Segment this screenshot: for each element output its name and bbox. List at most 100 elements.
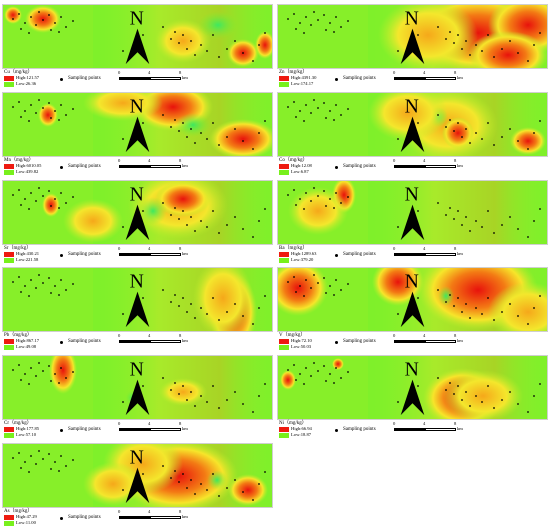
element-unit-label: Pb（mg/kg） xyxy=(4,333,33,338)
sampling-point xyxy=(12,106,14,108)
map-legend: Ba（mg/kg） High:1289.63 Low:379.20 Sampli… xyxy=(277,246,548,266)
sampling-point xyxy=(58,382,60,384)
sampling-point xyxy=(305,367,307,369)
scale-tick-8: 8 xyxy=(179,246,182,251)
sampling-point xyxy=(293,276,295,278)
low-color-swatch xyxy=(4,258,14,263)
sampling-point xyxy=(303,120,305,122)
north-arrow-icon: N xyxy=(400,359,425,416)
map-legend: Cr（mg/kg） High:177.85 Low:57.10 Sampling… xyxy=(2,421,273,441)
sampling-point xyxy=(12,369,14,371)
high-color-swatch xyxy=(4,339,14,344)
map-legend: As（mg/kg） High:47.29 Low:11.00 Sampling … xyxy=(2,509,273,529)
sampling-point xyxy=(35,463,37,465)
sampling-point xyxy=(24,22,26,24)
sampling-point xyxy=(234,303,236,305)
sampling-point xyxy=(200,395,202,397)
sampling-point xyxy=(437,377,439,379)
sampling-point xyxy=(449,207,451,209)
sampling-point xyxy=(226,311,228,313)
sampling-point xyxy=(60,16,62,18)
sampling-point xyxy=(329,22,331,24)
sampling-point xyxy=(325,29,327,31)
low-value-label: Low:57.10 xyxy=(16,432,37,437)
sampling-point xyxy=(162,465,164,467)
sampling-point xyxy=(509,40,511,42)
sampling-point xyxy=(200,483,202,485)
scale-segment-white xyxy=(150,253,181,256)
low-color-swatch xyxy=(279,170,289,175)
sampling-point xyxy=(30,192,32,194)
sampling-point-symbol-icon xyxy=(60,517,63,520)
sampling-point xyxy=(35,287,37,289)
map-panel: N Cu（mg/kg） High:121.57 Low:26.36 Sampli… xyxy=(2,4,273,90)
sampling-point xyxy=(509,303,511,305)
low-value-label: Low:26.36 xyxy=(16,81,37,86)
sampling-point xyxy=(242,228,244,230)
sampling-point xyxy=(18,101,20,103)
sampling-point xyxy=(170,477,172,479)
sampling-point xyxy=(178,393,180,395)
sampling-point xyxy=(347,108,349,110)
scale-tick-8: 8 xyxy=(179,509,182,514)
interpolation-map: N xyxy=(277,355,548,420)
sampling-point xyxy=(453,130,455,132)
sampling-point xyxy=(347,20,349,22)
sampling-point xyxy=(234,479,236,481)
sampling-point xyxy=(162,377,164,379)
sampling-point xyxy=(310,287,312,289)
map-panel: N Zn（mg/kg） High:4391.30 Low:174.17 Samp… xyxy=(277,4,548,90)
sampling-point xyxy=(317,107,319,109)
sampling-points-label: Sampling points xyxy=(343,76,376,81)
north-arrow-icon: N xyxy=(400,184,425,241)
sampling-point xyxy=(72,196,74,198)
sampling-point xyxy=(329,373,331,375)
sampling-point xyxy=(212,34,214,36)
sampling-point xyxy=(234,391,236,393)
sampling-point xyxy=(461,48,463,50)
sampling-point xyxy=(54,110,56,112)
sampling-point xyxy=(190,40,192,42)
sampling-point xyxy=(340,114,342,116)
sampling-point xyxy=(287,194,289,196)
sampling-point xyxy=(54,285,56,287)
sampling-point xyxy=(453,305,455,307)
scale-segment-black xyxy=(119,253,150,256)
sampling-point xyxy=(487,297,489,299)
sampling-point xyxy=(293,13,295,15)
svg-text:N: N xyxy=(130,184,144,206)
sampling-point xyxy=(206,489,208,491)
sampling-point xyxy=(242,52,244,54)
map-panel: N Co（mg/kg） High:12.08 Low:6.87 Sampling… xyxy=(277,92,548,178)
sampling-point xyxy=(12,18,14,20)
sampling-point xyxy=(218,495,220,497)
sampling-point xyxy=(142,385,144,387)
sampling-point xyxy=(186,399,188,401)
sampling-point xyxy=(48,102,50,104)
sampling-point xyxy=(437,26,439,28)
sampling-point xyxy=(35,112,37,114)
sampling-point xyxy=(212,122,214,124)
sampling-point xyxy=(242,491,244,493)
sampling-point xyxy=(323,102,325,104)
sampling-point xyxy=(50,468,52,470)
sampling-point xyxy=(264,383,266,385)
sampling-point xyxy=(340,289,342,291)
map-legend: Ni（mg/kg） High:66.94 Low:18.87 Sampling … xyxy=(277,421,548,441)
scale-segment-black xyxy=(394,428,425,431)
map-legend: Co（mg/kg） High:12.08 Low:6.87 Sampling p… xyxy=(277,158,548,178)
sampling-point xyxy=(310,24,312,26)
sampling-point xyxy=(417,210,419,212)
scale-tick-8: 8 xyxy=(454,246,457,251)
scale-tick-4: 4 xyxy=(148,70,151,75)
interpolation-map: N xyxy=(277,180,548,245)
sampling-point xyxy=(397,313,399,315)
sampling-point xyxy=(313,274,315,276)
sampling-point xyxy=(65,465,67,467)
sampling-point xyxy=(457,297,459,299)
high-color-swatch xyxy=(4,515,14,520)
sampling-point xyxy=(194,493,196,495)
sampling-point xyxy=(303,32,305,34)
sampling-point xyxy=(252,60,254,62)
scale-bar: 0 4 8 km xyxy=(118,246,188,264)
